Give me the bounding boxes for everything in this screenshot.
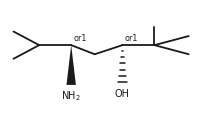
Text: or1: or1 bbox=[124, 33, 138, 42]
Text: or1: or1 bbox=[73, 33, 87, 42]
Text: NH$_2$: NH$_2$ bbox=[61, 89, 81, 102]
Polygon shape bbox=[66, 46, 76, 85]
Text: OH: OH bbox=[115, 89, 130, 98]
